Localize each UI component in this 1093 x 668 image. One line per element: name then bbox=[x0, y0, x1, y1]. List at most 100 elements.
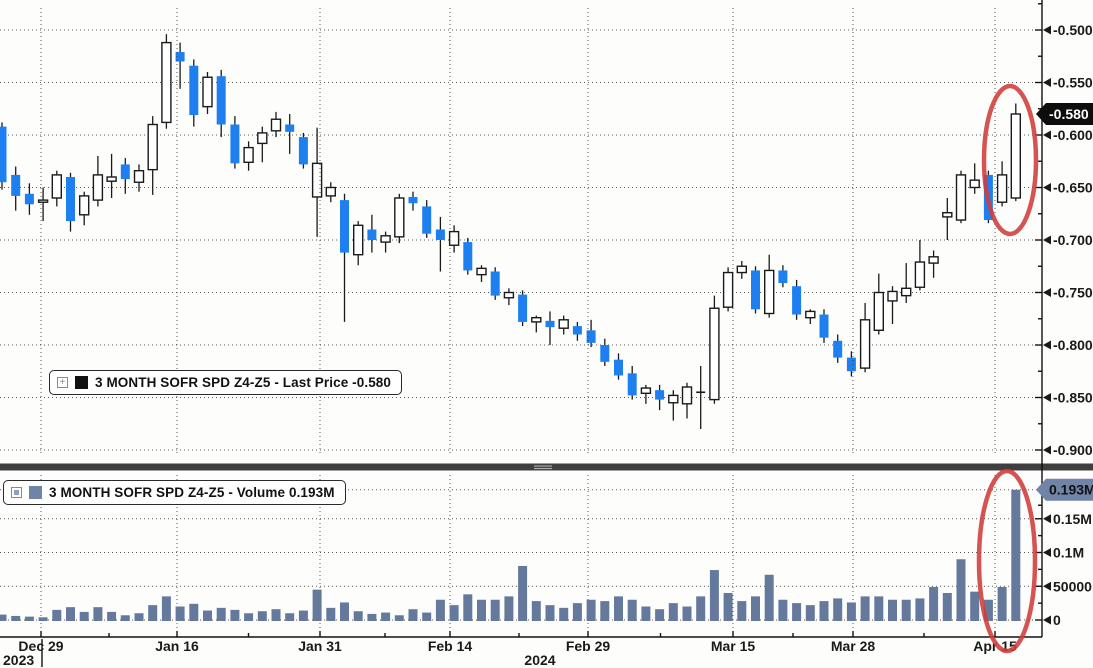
tick-arrow-icon bbox=[1043, 615, 1051, 625]
volume-bar bbox=[751, 596, 760, 621]
candlestick-up bbox=[202, 76, 213, 108]
candlestick-down bbox=[545, 320, 555, 328]
candlestick-up bbox=[709, 307, 720, 401]
candlestick-up bbox=[78, 195, 90, 216]
candlestick-up bbox=[380, 235, 391, 243]
candlestick-up bbox=[764, 269, 775, 315]
volume-bar bbox=[614, 596, 623, 621]
volume-bar bbox=[627, 599, 637, 621]
panel-divider-grip bbox=[534, 467, 552, 470]
volume-bar bbox=[148, 605, 158, 621]
expand-icon[interactable] bbox=[57, 377, 68, 388]
volume-bar bbox=[983, 599, 993, 621]
candlestick-up bbox=[325, 186, 336, 197]
last-price-tag-label: -0.580 bbox=[1049, 106, 1089, 122]
candlestick-down bbox=[285, 124, 295, 132]
tick-arrow-icon bbox=[1043, 548, 1051, 557]
candlestick-down bbox=[120, 164, 130, 180]
volume-bar bbox=[230, 609, 240, 621]
x-axis-label: Jan 16 bbox=[155, 638, 199, 654]
volume-bar bbox=[942, 593, 952, 621]
x-axis-label: Feb 29 bbox=[566, 638, 611, 654]
volume-bar bbox=[422, 612, 432, 621]
price-axis-label: -0.750 bbox=[1053, 285, 1093, 301]
tick-arrow-icon bbox=[1043, 445, 1051, 455]
year-label: 2024 bbox=[524, 652, 555, 668]
candlestick-up bbox=[942, 211, 953, 218]
candlestick-down bbox=[751, 270, 760, 310]
candlestick-up bbox=[161, 41, 172, 124]
candlestick-down bbox=[189, 65, 199, 116]
volume-legend[interactable]: 3 MONTH SOFR SPD Z4-Z5 - Volume 0.193M bbox=[3, 480, 346, 505]
volume-bar bbox=[367, 613, 377, 621]
volume-bar bbox=[778, 599, 788, 621]
panel-divider[interactable] bbox=[0, 463, 1093, 471]
candlestick-down bbox=[66, 177, 75, 222]
volume-bar bbox=[477, 599, 486, 621]
candlestick-down bbox=[408, 196, 418, 204]
volume-bar bbox=[846, 602, 856, 621]
price-axis-label: -0.900 bbox=[1053, 442, 1093, 458]
volume-bar bbox=[668, 603, 678, 621]
price-legend[interactable]: 3 MONTH SOFR SPD Z4-Z5 - Last Price -0.5… bbox=[49, 370, 403, 395]
volume-bar bbox=[970, 591, 980, 621]
candlestick-down bbox=[0, 126, 7, 183]
volume-bar bbox=[394, 615, 404, 621]
volume-bar bbox=[312, 589, 322, 621]
volume-bar bbox=[79, 611, 89, 621]
volume-bar bbox=[463, 594, 473, 621]
volume-bar bbox=[888, 599, 897, 621]
volume-bar bbox=[504, 596, 514, 621]
candlestick-down bbox=[490, 271, 500, 296]
price-axis-label: -0.550 bbox=[1053, 75, 1093, 91]
volume-bar bbox=[901, 599, 911, 621]
candlestick-up bbox=[147, 123, 158, 171]
tick-arrow-icon bbox=[1043, 130, 1051, 140]
volume-bar bbox=[682, 606, 692, 621]
volume-bar bbox=[203, 610, 212, 621]
volume-bar bbox=[11, 615, 21, 621]
volume-bar bbox=[271, 609, 281, 621]
candlestick-down bbox=[11, 174, 21, 196]
tick-arrow-icon bbox=[1043, 183, 1051, 192]
volume-axis-label: 0 bbox=[1053, 612, 1061, 628]
candlestick-up bbox=[736, 265, 747, 274]
candlestick-down bbox=[24, 193, 34, 205]
candlestick-down bbox=[819, 314, 829, 338]
volume-bar bbox=[696, 596, 706, 621]
candlestick-down bbox=[655, 390, 665, 400]
volume-bar bbox=[586, 599, 596, 621]
annotation-red-circle bbox=[981, 83, 1039, 237]
candlestick-up bbox=[133, 169, 145, 183]
volume-bar bbox=[833, 598, 843, 621]
candlestick-down bbox=[463, 242, 473, 271]
expand-icon[interactable] bbox=[11, 487, 22, 498]
candlestick-up bbox=[243, 146, 254, 164]
volume-bar bbox=[764, 574, 774, 621]
candlestick-up bbox=[503, 291, 515, 299]
volume-bar bbox=[531, 601, 541, 621]
volume-bar bbox=[874, 596, 884, 621]
volume-bar bbox=[326, 607, 336, 621]
candlestick-down bbox=[340, 200, 349, 253]
volume-bar bbox=[66, 607, 75, 621]
volume-bar bbox=[997, 586, 1007, 621]
candlestick-up bbox=[1010, 113, 1021, 199]
tick-arrow-icon bbox=[1043, 288, 1051, 297]
volume-bar bbox=[490, 599, 500, 621]
tick-arrow-icon bbox=[1043, 514, 1051, 524]
volume-bar bbox=[600, 601, 610, 621]
candlestick-up bbox=[969, 179, 980, 189]
x-axis-label: Mar 28 bbox=[831, 638, 876, 654]
candlestick-down bbox=[175, 52, 185, 62]
tick-arrow-icon bbox=[1043, 393, 1051, 402]
volume-bar bbox=[805, 605, 815, 621]
volume-bar bbox=[792, 603, 802, 621]
candlestick-up bbox=[722, 271, 734, 308]
volume-bar bbox=[572, 603, 582, 621]
price-axis-label: -0.500 bbox=[1053, 22, 1093, 38]
price-legend-label: 3 MONTH SOFR SPD Z4-Z5 - Last Price -0.5… bbox=[95, 375, 392, 390]
volume-bar bbox=[435, 599, 445, 621]
volume-bar bbox=[1011, 489, 1021, 621]
